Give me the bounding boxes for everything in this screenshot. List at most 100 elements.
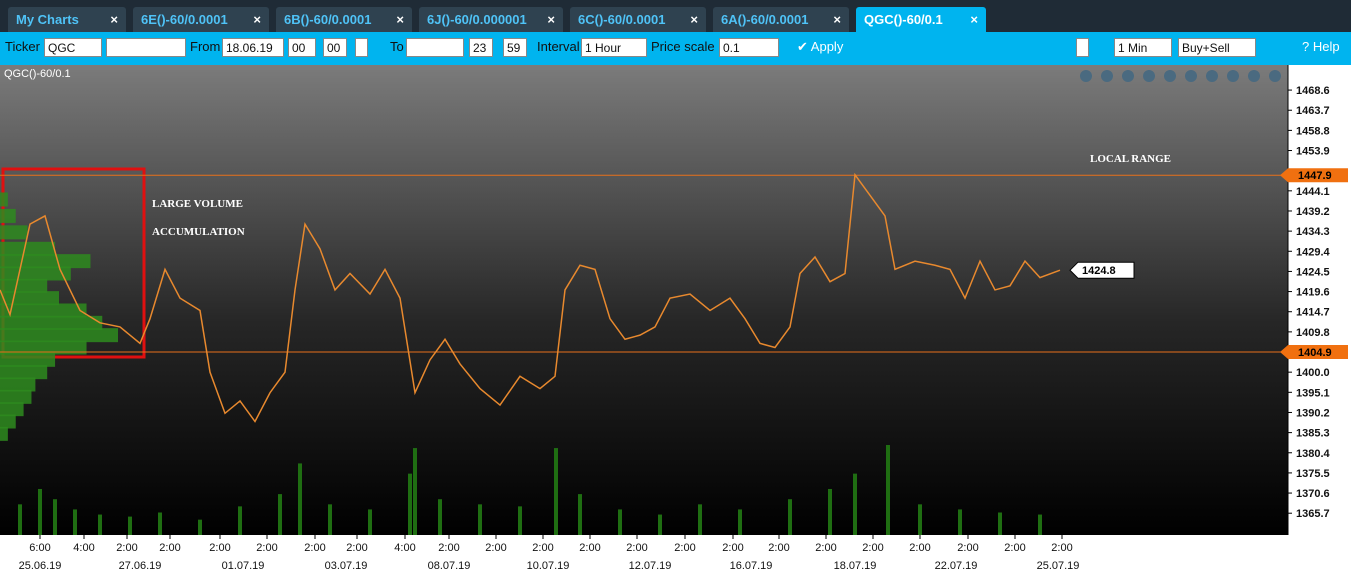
volume-bar bbox=[73, 509, 77, 535]
volume-bar bbox=[238, 506, 242, 535]
y-tick-label: 1439.2 bbox=[1296, 206, 1330, 218]
ticker-input[interactable]: QGC bbox=[44, 38, 102, 57]
dropdown[interactable] bbox=[106, 38, 186, 57]
checkbox[interactable] bbox=[355, 38, 368, 57]
tab-label: 6J()-60/0.000001 bbox=[427, 12, 527, 27]
close-icon[interactable]: × bbox=[110, 12, 118, 27]
profile-bar bbox=[0, 241, 56, 256]
x-tick-label: 2:00 bbox=[957, 542, 978, 554]
icon bbox=[1164, 70, 1176, 82]
icon bbox=[1122, 70, 1134, 82]
volume-bar bbox=[618, 509, 622, 535]
tab[interactable]: 6E()-60/0.0001 × bbox=[133, 7, 269, 32]
y-tick-label: 1380.4 bbox=[1296, 448, 1331, 460]
volume-bar bbox=[698, 504, 702, 535]
profile-bar bbox=[0, 315, 103, 330]
hour-input[interactable]: 00 bbox=[288, 38, 316, 57]
min-input[interactable]: 00 bbox=[323, 38, 347, 57]
date-label: 25.07.19 bbox=[1037, 560, 1080, 572]
volume-bar bbox=[478, 504, 482, 535]
close-icon[interactable]: × bbox=[833, 12, 841, 27]
tab[interactable]: 6B()-60/0.0001 × bbox=[276, 7, 412, 32]
icon bbox=[1185, 70, 1197, 82]
volume-bar bbox=[1038, 514, 1042, 535]
date-label: 01.07.19 bbox=[222, 560, 265, 572]
volume-bar bbox=[278, 494, 282, 535]
help-text: Help bbox=[1312, 39, 1340, 54]
profile-bar bbox=[0, 352, 56, 367]
interval-select[interactable]: 1 Hour bbox=[581, 38, 647, 57]
volume-bar bbox=[158, 512, 162, 535]
price-tag bbox=[1069, 261, 1135, 279]
volume-bar bbox=[788, 499, 792, 535]
level-tag bbox=[1280, 168, 1348, 183]
volume-bar bbox=[578, 494, 582, 535]
volume-bar bbox=[886, 445, 890, 535]
icon bbox=[1080, 70, 1092, 82]
date-label: 10.07.19 bbox=[527, 560, 570, 572]
y-tick-label: 1463.7 bbox=[1296, 105, 1330, 117]
checkbox[interactable] bbox=[1076, 38, 1089, 57]
timeframe-select[interactable]: 1 Min bbox=[1114, 38, 1172, 57]
close-icon[interactable]: × bbox=[253, 12, 261, 27]
close-icon[interactable]: × bbox=[690, 12, 698, 27]
y-tick-label: 1453.9 bbox=[1296, 146, 1330, 158]
close-icon[interactable]: × bbox=[547, 12, 555, 27]
profile-bar bbox=[0, 278, 48, 293]
chart-title: QGC()-60/0.1 bbox=[4, 68, 71, 80]
date-label: 27.06.19 bbox=[119, 560, 162, 572]
x-tick-label: 2:00 bbox=[485, 542, 506, 554]
tab-label: 6A()-60/0.0001 bbox=[721, 12, 809, 27]
level-label: 1447.9 bbox=[1298, 170, 1332, 182]
apply-button[interactable]: ✔ Apply bbox=[797, 39, 844, 54]
profile-bar bbox=[0, 291, 59, 306]
tab[interactable]: My Charts × bbox=[8, 7, 126, 32]
y-tick-label: 1424.5 bbox=[1296, 266, 1330, 278]
volume-bar bbox=[518, 506, 522, 535]
date-input[interactable]: 18.06.19 bbox=[222, 38, 284, 57]
toolbar-icons bbox=[1080, 70, 1281, 82]
tab[interactable]: QGC()-60/0.1 × bbox=[856, 7, 986, 32]
profile-bar bbox=[0, 402, 24, 417]
icon bbox=[1227, 70, 1239, 82]
volume-bar bbox=[198, 519, 202, 535]
profile-bar bbox=[0, 414, 16, 429]
side-select[interactable]: Buy+Sell bbox=[1178, 38, 1256, 57]
volume-bar bbox=[828, 488, 832, 535]
toolbar: Ticker QGC From 18.06.19 00 00 To 23 59 … bbox=[0, 32, 1351, 65]
y-tick-label: 1444.1 bbox=[1296, 186, 1330, 198]
date-input[interactable] bbox=[406, 38, 464, 57]
level-tag bbox=[1280, 345, 1348, 360]
tab-label: 6B()-60/0.0001 bbox=[284, 12, 372, 27]
volume-bar bbox=[18, 504, 22, 535]
profile-bar bbox=[0, 426, 8, 441]
icon bbox=[1248, 70, 1260, 82]
tab[interactable]: 6J()-60/0.000001 × bbox=[419, 7, 563, 32]
x-tick-label: 2:00 bbox=[209, 542, 230, 554]
help[interactable]: ? Help bbox=[1302, 39, 1340, 54]
volume-bar bbox=[128, 516, 132, 535]
annotation: ACCUMULATION bbox=[152, 226, 245, 238]
volume-bar bbox=[53, 499, 57, 535]
x-tick-label: 2:00 bbox=[862, 542, 883, 554]
profile-bar bbox=[0, 389, 32, 404]
date-label: 12.07.19 bbox=[629, 560, 672, 572]
close-icon[interactable]: × bbox=[396, 12, 404, 27]
tab[interactable]: 6A()-60/0.0001 × bbox=[713, 7, 849, 32]
close-icon[interactable]: × bbox=[970, 12, 978, 27]
profile-bar bbox=[0, 254, 91, 269]
tab[interactable]: 6C()-60/0.0001 × bbox=[570, 7, 706, 32]
date-label: 03.07.19 bbox=[325, 560, 368, 572]
label: Price scale bbox=[651, 39, 715, 54]
min-input[interactable]: 59 bbox=[503, 38, 527, 57]
x-tick-label: 4:00 bbox=[394, 542, 415, 554]
label: Ticker bbox=[5, 39, 40, 54]
x-tick-label: 2:00 bbox=[1051, 542, 1072, 554]
x-tick-label: 2:00 bbox=[579, 542, 600, 554]
volume-bar bbox=[98, 514, 102, 535]
y-tick-label: 1400.0 bbox=[1296, 367, 1330, 379]
x-tick-label: 2:00 bbox=[722, 542, 743, 554]
scale-input[interactable]: 0.1 bbox=[719, 38, 779, 57]
hour-input[interactable]: 23 bbox=[469, 38, 493, 57]
tab-label: QGC()-60/0.1 bbox=[864, 12, 943, 27]
